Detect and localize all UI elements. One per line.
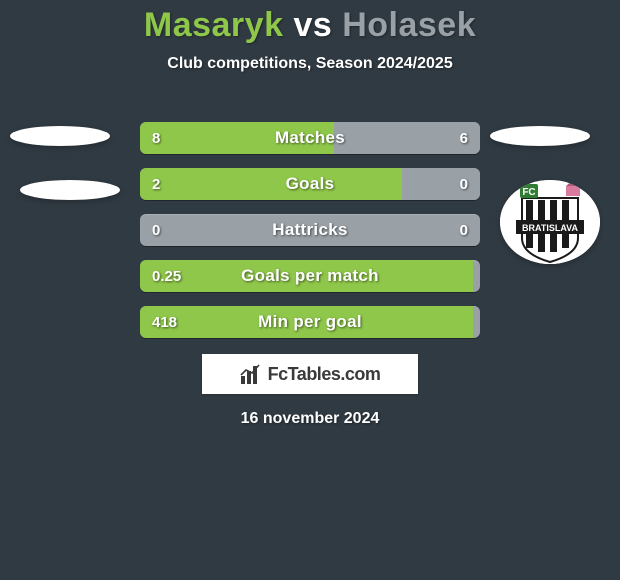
stat-bar-row: 0.25Goals per match	[140, 260, 480, 292]
player1-name: Masaryk	[144, 6, 284, 44]
bar-label: Matches	[140, 122, 480, 154]
svg-text:FC: FC	[522, 187, 535, 198]
avatar-placeholder	[20, 180, 120, 200]
date-text: 16 november 2024	[0, 410, 620, 428]
bar-label: Goals	[140, 168, 480, 200]
vs-separator: vs	[293, 6, 332, 44]
svg-text:BRATISLAVA: BRATISLAVA	[522, 223, 578, 233]
bar-label: Min per goal	[140, 306, 480, 338]
avatar-placeholder	[10, 126, 110, 146]
right-avatar-placeholder	[490, 126, 590, 146]
bar-label: Goals per match	[140, 260, 480, 292]
stat-bar-row: 00Hattricks	[140, 214, 480, 246]
fctables-watermark: FcTables.com	[202, 354, 418, 394]
player2-name: Holasek	[342, 6, 476, 44]
stat-bar-row: 418Min per goal	[140, 306, 480, 338]
club-badge-svg: BRATISLAVA FC	[500, 180, 600, 264]
stat-bar-row: 20Goals	[140, 168, 480, 200]
fctables-text: FcTables.com	[268, 364, 381, 385]
subtitle-text: Club competitions, Season 2024/2025	[0, 55, 620, 73]
stat-bars: 86Matches 20Goals 00Hattricks 0.25Goals per…	[140, 122, 480, 352]
bar-chart-icon	[240, 364, 262, 384]
bar-label: Hattricks	[140, 214, 480, 246]
club-badge: BRATISLAVA FC	[500, 180, 600, 264]
page-title: Masaryk vs Holasek	[0, 0, 620, 45]
comparison-card: Masaryk vs Holasek Club competitions, Se…	[0, 0, 620, 580]
stat-bar-row: 86Matches	[140, 122, 480, 154]
